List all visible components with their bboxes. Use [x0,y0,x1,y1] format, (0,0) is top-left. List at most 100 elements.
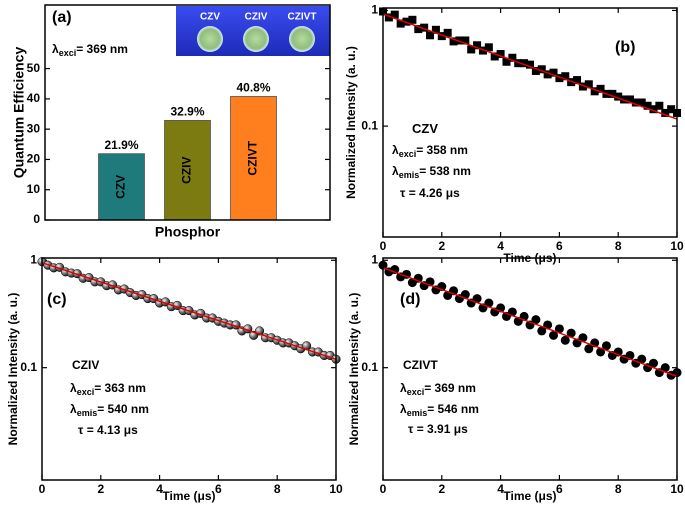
data-point [649,105,658,114]
y-tick-label: 1 [371,3,378,17]
x-axis-label: Time (μs) [162,489,215,503]
value-label: 32.9% [170,105,204,119]
x-tick-label: 4 [497,482,504,496]
y-tick-label: 30 [27,121,41,135]
data-point [567,78,576,87]
data-point [467,45,476,54]
x-tick-label: 2 [438,239,445,253]
annotation-part: (c) [47,291,67,308]
annotation-part: (d) [400,291,420,308]
data-point [396,19,405,28]
data-point [520,59,529,68]
x-tick-label: 0 [380,482,387,496]
data-point [408,15,417,24]
annotation-part: = 538 nm [419,164,471,178]
x-tick-label: 2 [438,482,445,496]
annotation-part: emis [407,408,428,418]
data-point [431,25,440,34]
inset-label: CZV [200,12,220,23]
annotation: λexci= 369 nm [52,42,128,58]
panel: CZV CZIV CZIVT 0 10 20 30 40 50 Phosphor Quantum E… [11,4,331,240]
annotation: (d) [400,291,420,308]
data-point [502,57,511,66]
data-point [566,328,576,338]
x-axis-label: Time (μs) [503,489,556,503]
annotation-part: = 358 nm [416,143,468,157]
data-point [537,65,546,74]
x-tick-label: 6 [556,482,563,496]
data-point [531,66,540,75]
annotation-part: CZV [412,121,438,136]
annotation-part: = 546 nm [427,402,479,416]
y-tick-label: 40 [27,91,41,105]
annotation-part: λ [392,164,399,178]
annotation-part: exci [77,387,95,397]
data-point [472,294,482,304]
annotation-part: λ [70,402,77,416]
data-point [608,89,617,98]
data-point [648,358,658,368]
x-tick-label: 6 [556,239,563,253]
data-point [508,53,517,62]
y-tick-label: 0 [33,212,40,226]
value-label: 21.9% [104,138,138,152]
annotation: λexci= 369 nm [400,381,476,397]
annotation: CZIVT [403,358,438,372]
x-tick-label: 8 [615,239,622,253]
data-point [590,87,599,96]
data-point [449,37,458,46]
y-tick-label: 20 [27,152,41,166]
data-point [437,32,446,41]
data-point [631,98,640,107]
annotation-part: λ [400,381,407,395]
x-tick-label: 6 [215,482,222,496]
annotation-part: CZIV [72,358,99,372]
data-point [578,82,587,91]
bar [98,153,145,221]
inset-label: CZIV [245,12,268,23]
data-point [526,60,534,69]
y-tick-label: 50 [27,61,41,75]
annotation: τ = 4.13 μs [78,423,138,437]
y-tick-label: 0.1 [361,360,378,374]
y-tick-label: 1 [30,252,37,266]
annotation: λexci= 363 nm [70,381,146,397]
value-label: 40.8% [236,81,270,95]
inset-label: CZIVT [288,12,317,23]
inset-well [289,26,315,52]
annotation-part: CZIVT [403,358,438,372]
annotation-part: = 540 nm [97,402,149,416]
x-tick-label: 4 [156,482,163,496]
annotation-part: exci [399,149,417,159]
annotation: (a) [52,9,72,26]
annotation: τ = 4.26 μs [400,186,460,200]
data-point [549,68,558,77]
data-point [549,330,559,340]
data-point [625,95,634,104]
data-point [614,92,623,101]
annotation-part: exci [407,387,425,397]
data-point [420,23,429,32]
data-point [584,344,594,354]
inset-well [243,26,269,52]
data-point [661,108,670,117]
annotation-part: τ = 4.26 μs [400,186,460,200]
annotation-part: (b) [615,39,635,56]
data-point [555,74,564,83]
x-tick-label: 0 [380,239,387,253]
annotation-part: (a) [52,9,72,26]
y-tick-label: 1 [371,252,378,266]
annotation: λemis= 538 nm [392,164,471,180]
data-point [390,10,399,19]
annotation: λemis= 540 nm [70,402,149,418]
x-tick-label: 0 [39,482,46,496]
y-tick-label: 0.1 [20,360,37,374]
data-point [455,36,464,45]
y-tick-label: 0.1 [361,118,378,132]
x-axis-label: Phosphor [155,224,221,240]
annotation-part: λ [52,42,59,56]
x-tick-label: 10 [670,482,684,496]
annotation-part: λ [70,381,77,395]
data-point [554,324,564,334]
